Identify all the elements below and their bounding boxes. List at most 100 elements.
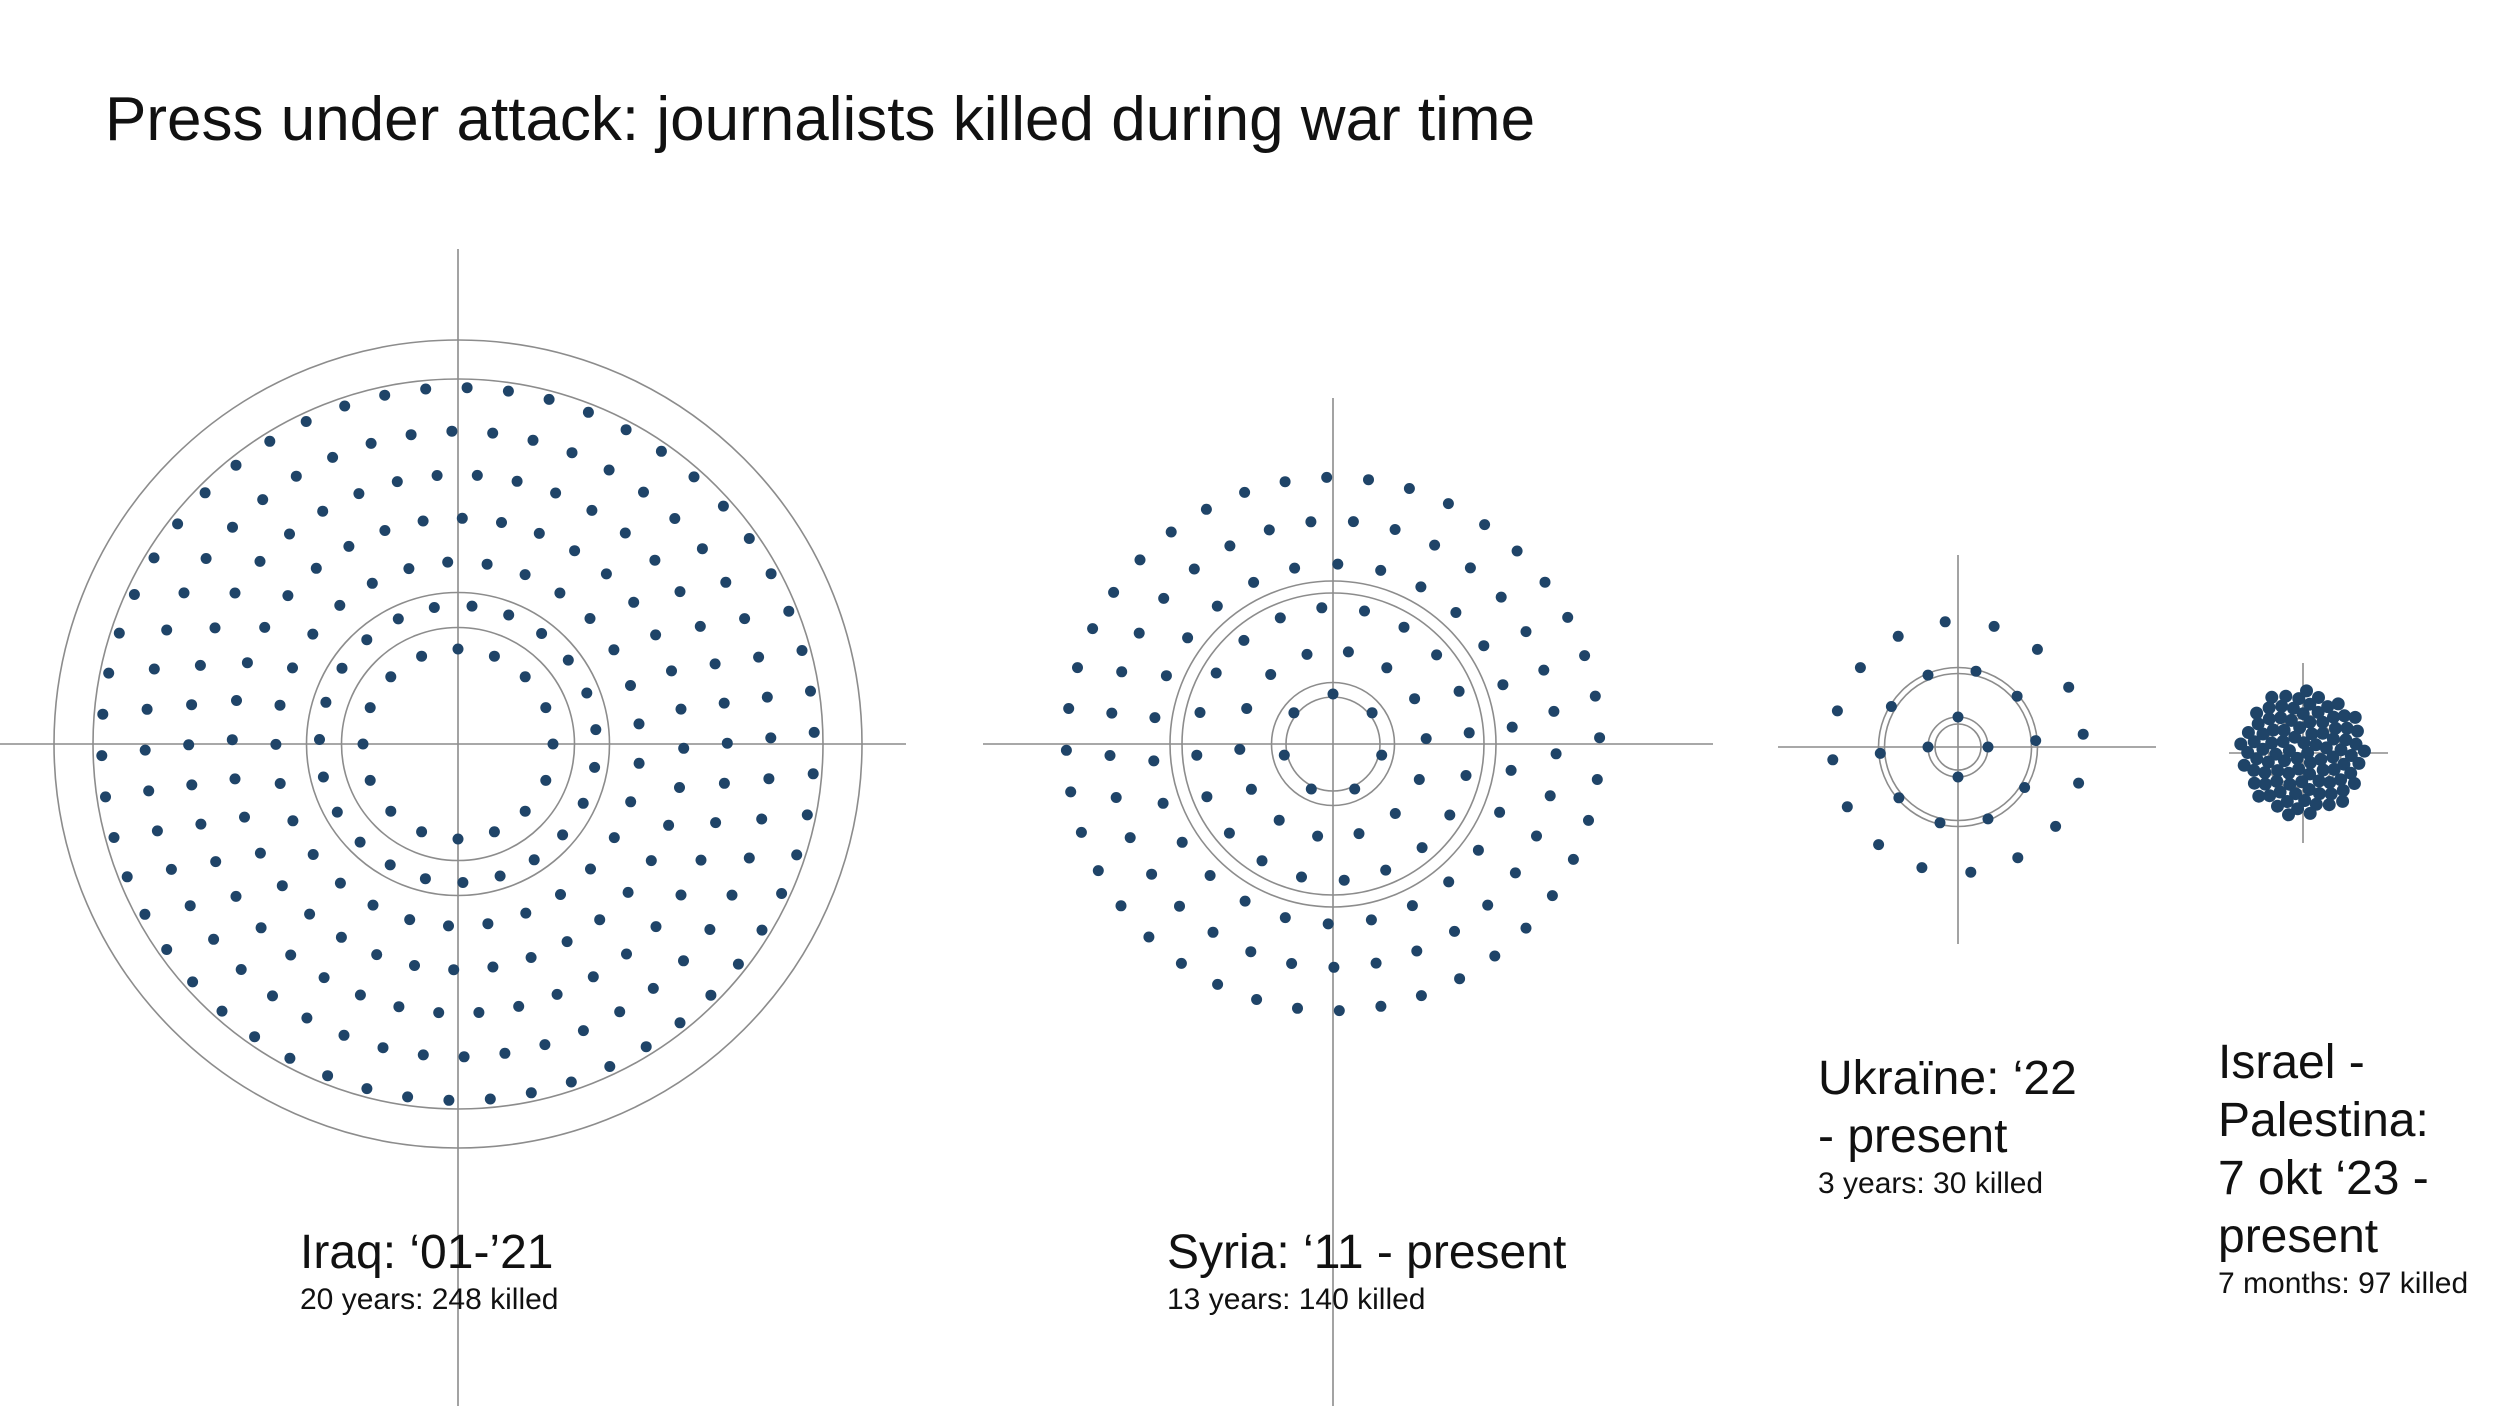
iraq-dot: [525, 1087, 537, 1099]
israel-caption: 7 months: 97 killed: [2218, 1267, 2469, 1300]
iraq-dot: [404, 914, 416, 926]
israel-dot: [2316, 726, 2330, 740]
syria-dot: [1363, 474, 1374, 486]
iraq-dot: [655, 445, 667, 457]
iraq-dot: [100, 791, 111, 803]
ukraine-dot: [2063, 681, 2075, 693]
syria-dot: [1380, 864, 1392, 876]
iraq-caption: 20 years: 248 killed: [300, 1283, 559, 1316]
iraq-dot: [216, 1005, 228, 1017]
iraq-dot: [442, 556, 454, 568]
iraq-dot: [600, 568, 612, 580]
syria-dot: [1332, 558, 1344, 570]
syria-dot: [1124, 832, 1136, 844]
iraq-dot: [385, 671, 397, 683]
iraq-dot: [139, 908, 151, 920]
iraq-dot: [577, 1025, 589, 1037]
iraq-dot: [533, 527, 545, 539]
iraq-dot: [709, 658, 721, 670]
syria-dot: [1520, 922, 1532, 934]
iraq-dot: [239, 811, 250, 823]
israel-label: Israel - Palestina: 7 okt ‘23 - present …: [2218, 1034, 2468, 1302]
iraq-dot: [674, 586, 686, 598]
syria-dot: [1415, 581, 1427, 593]
iraq-dot: [339, 400, 351, 412]
syria-dot: [1589, 690, 1601, 702]
syria-dot: [1406, 900, 1418, 912]
syria-dot: [1322, 918, 1334, 930]
syria-dot: [1204, 870, 1216, 881]
israel-dot: [2327, 762, 2341, 776]
iraq-dot: [209, 622, 221, 634]
iraq-dot: [525, 952, 537, 963]
israel-dot: [2327, 710, 2340, 724]
iraq-dot: [554, 587, 566, 599]
iraq-dot: [287, 662, 298, 674]
iraq-dot: [688, 471, 700, 483]
iraq-dot: [481, 558, 493, 570]
israel-dot: [2279, 689, 2293, 703]
iraq-dot: [471, 469, 483, 481]
syria-dot: [1398, 621, 1410, 633]
iraq-dot: [566, 447, 578, 459]
iraq-dot: [536, 628, 548, 639]
syria-dot: [1415, 990, 1427, 1002]
iraq-dot: [640, 1041, 652, 1053]
iraq-dot: [540, 774, 552, 786]
iraq-dot: [274, 699, 286, 711]
syria-dot: [1201, 791, 1213, 803]
iraq-dot: [519, 671, 531, 683]
israel-dot: [2250, 752, 2264, 766]
iraq-dot: [527, 434, 539, 446]
syria-dot: [1442, 498, 1454, 510]
israel-dot: [2312, 774, 2326, 788]
iraq-dot: [721, 737, 733, 749]
iraq-dot: [674, 782, 685, 793]
iraq-dot: [391, 476, 403, 488]
iraq-dot: [494, 870, 506, 882]
israel-dot: [2261, 755, 2275, 769]
syria-dot: [1375, 564, 1387, 576]
syria-dot: [1548, 705, 1560, 717]
iraq-dot: [796, 645, 808, 656]
israel-dot: [2271, 764, 2285, 778]
iraq-dot: [264, 435, 276, 447]
iraq-dot: [807, 768, 819, 780]
iraq-dot: [259, 621, 271, 633]
iraq-dot: [561, 936, 573, 948]
iraq-dot: [487, 961, 499, 973]
syria-dot: [1420, 733, 1432, 745]
iraq-dot: [322, 1070, 334, 1082]
iraq-dot: [417, 515, 429, 527]
iraq-dot: [569, 545, 581, 557]
syria-dot: [1223, 827, 1235, 839]
iraq-dot: [371, 949, 383, 961]
israel-dot: [2292, 762, 2306, 776]
syria-dot: [1472, 844, 1484, 856]
iraq-dot: [366, 577, 378, 589]
iraq-dot: [590, 724, 602, 736]
iraq-dot: [557, 829, 569, 841]
iraq-dot: [108, 832, 120, 843]
iraq-dot: [638, 486, 649, 498]
syria-dot: [1210, 667, 1222, 679]
syria-dot: [1211, 600, 1223, 612]
iraq-dot: [405, 429, 417, 441]
israel-dot: [2302, 783, 2316, 796]
iraq-dot: [431, 470, 443, 481]
iraq-dot: [621, 948, 632, 960]
syria-dot: [1115, 900, 1127, 912]
iraq-dot: [589, 761, 601, 773]
israel-dot: [2323, 776, 2337, 789]
ukraine-dot: [1922, 741, 1934, 753]
syria-dot: [1338, 874, 1350, 886]
iraq-dot: [284, 1052, 296, 1064]
iraq-dot: [199, 487, 211, 499]
iraq-dot: [584, 613, 596, 624]
iraq-dot: [210, 856, 222, 868]
iraq-dot: [540, 702, 552, 714]
ukraine-dot: [1970, 665, 1982, 677]
iraq-dot: [625, 680, 636, 691]
syria-dot: [1567, 853, 1579, 865]
